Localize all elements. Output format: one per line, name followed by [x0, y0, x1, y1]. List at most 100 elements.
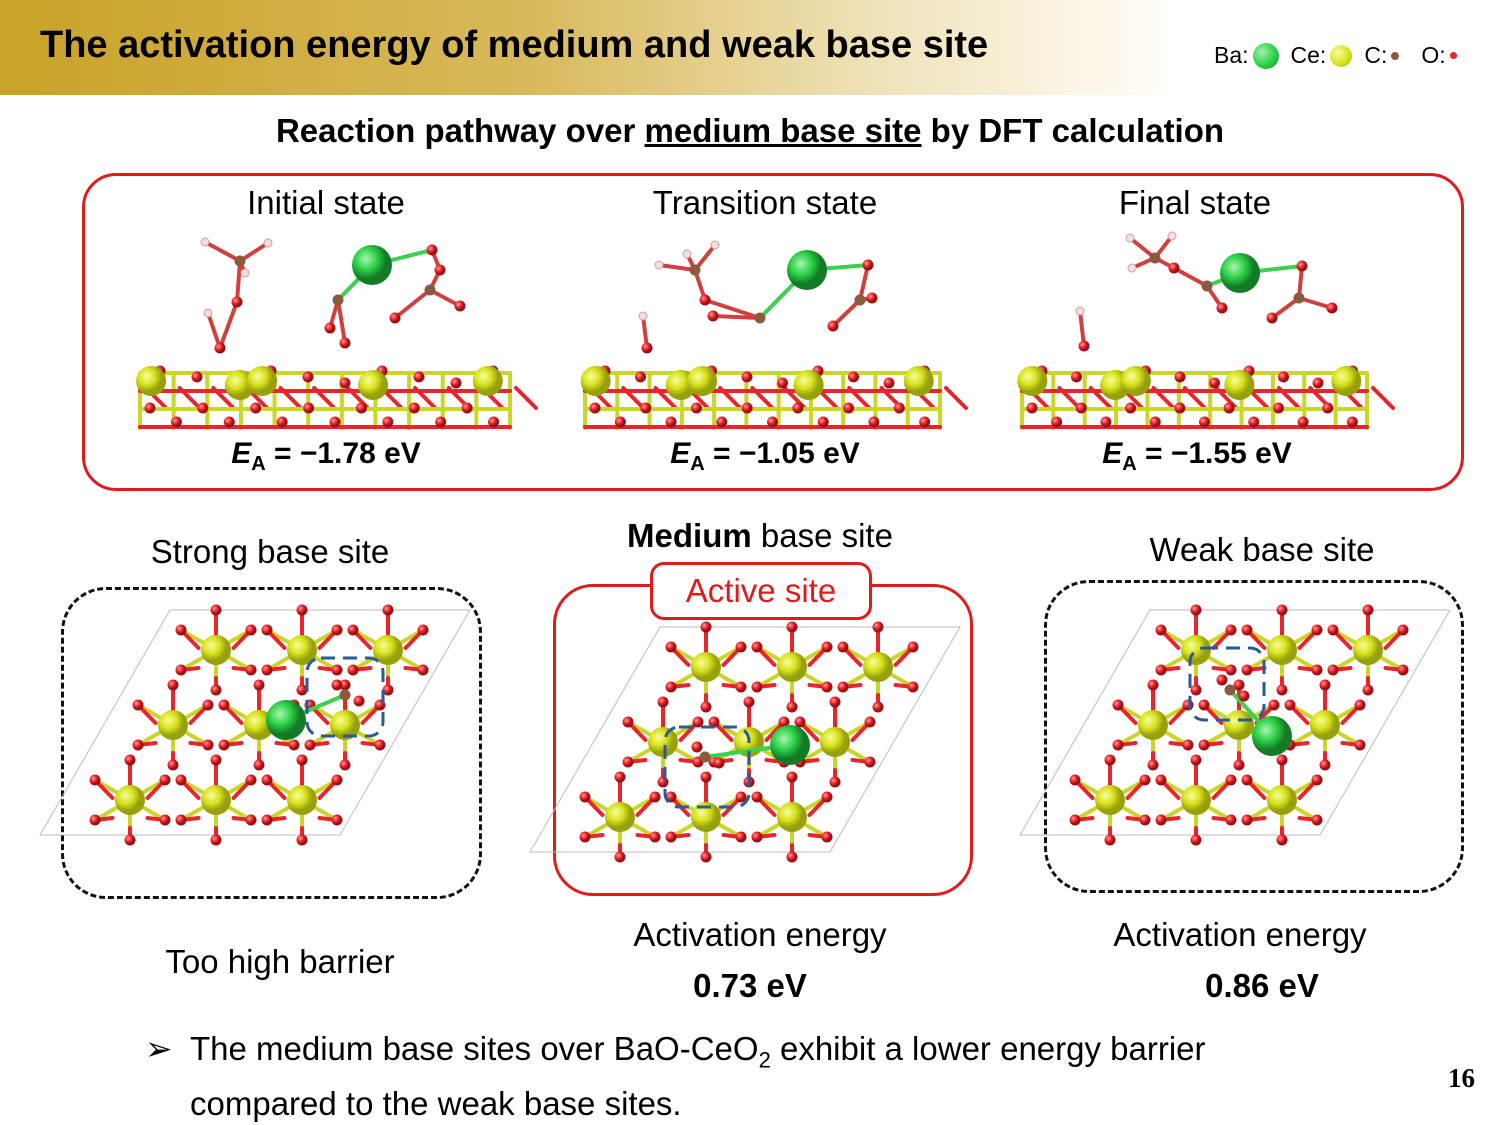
o-atom	[821, 681, 833, 693]
o-atom	[261, 814, 273, 826]
o-atom	[713, 757, 725, 769]
o-atom	[741, 402, 753, 414]
c-atom	[854, 294, 866, 306]
initial-state-structure	[136, 237, 538, 430]
o-atom	[622, 716, 634, 728]
strong-site-frame	[61, 587, 482, 899]
h-atom	[638, 311, 648, 321]
o-atom	[1276, 754, 1288, 766]
o-atom	[1296, 260, 1308, 272]
final-state-structure	[1017, 231, 1395, 430]
o-atom	[1104, 834, 1116, 846]
o-atom	[1297, 416, 1309, 428]
o-atom	[1182, 699, 1194, 711]
weak-site-label: Weak base site	[1149, 531, 1375, 568]
o-atom	[1147, 679, 1159, 691]
o-atom	[1209, 377, 1220, 389]
o-atom	[700, 621, 712, 633]
o-atom	[1322, 402, 1334, 414]
o-atom	[1190, 604, 1202, 616]
medium-activation-label: Activation energy	[633, 916, 887, 953]
o-atom	[1071, 371, 1082, 383]
o-atom	[907, 681, 919, 693]
o-atom	[1225, 624, 1237, 636]
o-atom	[132, 699, 144, 711]
o-atom	[1155, 814, 1167, 826]
o-atom	[692, 716, 704, 728]
o-atom	[741, 371, 753, 383]
o-atom	[250, 402, 262, 414]
o-atom	[641, 342, 653, 354]
o-atom	[159, 814, 171, 826]
subtitle-suffix: by DFT calculation	[921, 112, 1225, 149]
o-atom	[735, 831, 747, 843]
o-atom	[665, 416, 677, 428]
o-atom	[786, 701, 798, 713]
o-atom	[1174, 371, 1186, 383]
legend-ba-label: Ba:	[1214, 42, 1249, 68]
o-atom	[202, 739, 214, 751]
site-highlight-box	[663, 725, 751, 809]
o-atom	[1155, 624, 1167, 636]
o-atom	[347, 624, 359, 636]
legend-c-label: C:	[1364, 42, 1388, 68]
o-atom	[1284, 699, 1296, 711]
bond	[206, 311, 222, 350]
o-atom	[170, 416, 182, 428]
o-atom	[614, 416, 626, 428]
ce-atom	[247, 366, 278, 396]
ce-atom	[1224, 370, 1255, 400]
bullet-marker: ➢	[145, 1030, 173, 1067]
o-atom	[1272, 402, 1284, 414]
ce-atom	[820, 727, 850, 757]
ce-atom	[777, 652, 807, 682]
o-atom	[1278, 371, 1289, 383]
o-atom	[124, 754, 136, 766]
h-atom	[263, 238, 273, 248]
bond	[235, 259, 242, 304]
c-atom	[332, 294, 344, 306]
o-atom	[1199, 416, 1210, 428]
bond	[831, 298, 862, 328]
ce-atom	[580, 366, 611, 396]
o-atom	[159, 774, 171, 786]
o-atom	[657, 696, 669, 708]
ce-atom	[330, 710, 360, 740]
c-atom	[424, 284, 436, 296]
o-atom	[864, 716, 876, 728]
o-atom	[1104, 754, 1116, 766]
o-atom	[866, 292, 878, 304]
weak-activation-value: 0.86 eV	[1205, 967, 1319, 1004]
o-atom	[329, 416, 341, 428]
medium-activation-value: 0.73 eV	[693, 967, 807, 1004]
o-atom	[700, 701, 712, 713]
o-atom	[331, 624, 343, 636]
ce-atom	[1095, 785, 1125, 815]
o-atom	[821, 791, 833, 803]
h-atom	[682, 249, 692, 259]
o-atom	[1241, 624, 1253, 636]
o-atom	[665, 641, 677, 653]
o-atom	[1241, 664, 1253, 676]
o-atom	[786, 771, 798, 783]
weak-site-lattice	[1019, 604, 1451, 846]
ce-atom	[136, 366, 167, 396]
o-atom	[1078, 340, 1090, 352]
o-atom	[296, 754, 308, 766]
bond	[203, 240, 242, 263]
o-atom	[699, 294, 711, 306]
bond	[711, 314, 762, 320]
o-atom	[210, 754, 222, 766]
o-atom	[417, 664, 429, 676]
o-atom	[883, 377, 895, 389]
medium-site-label: Medium base site	[627, 517, 893, 554]
o-atom	[1216, 674, 1228, 686]
slide-title: The activation energy of medium and weak…	[40, 24, 989, 66]
ba-atom	[1252, 716, 1292, 756]
o-atom	[716, 416, 728, 428]
o-atom	[1241, 814, 1253, 826]
page-number: 16	[1448, 1063, 1475, 1093]
ce-atom	[1267, 635, 1297, 665]
o-atom	[450, 377, 462, 389]
o-atom	[261, 624, 273, 636]
